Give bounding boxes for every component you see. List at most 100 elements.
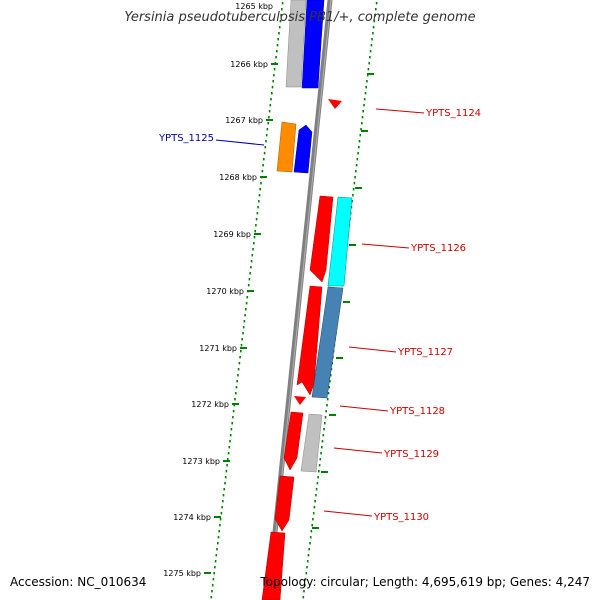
tick-dot — [375, 8, 377, 11]
gene-block-red-bottom[interactable] — [261, 531, 286, 600]
tick-dot — [228, 446, 231, 449]
gene-label-YPTS_1124[interactable]: YPTS_1124 — [425, 108, 481, 119]
gene-features — [261, 0, 353, 600]
gene-YPTS_1126[interactable] — [309, 195, 334, 283]
tick-dot — [354, 176, 356, 179]
tick-dot — [219, 518, 222, 521]
gene-block-gray-top[interactable] — [285, 0, 307, 88]
gene-block-cyan[interactable] — [327, 196, 353, 287]
tick-dot — [312, 512, 315, 515]
tick-dot — [254, 230, 256, 233]
tick-dot — [370, 44, 373, 47]
tick-dot — [216, 548, 218, 551]
tick-dot — [242, 326, 245, 329]
gene-label-YPTS_1127[interactable]: YPTS_1127 — [397, 347, 453, 358]
gene-block-steelblue[interactable] — [311, 286, 344, 399]
tick-dot — [257, 206, 259, 209]
kbp-label: 1273 kbp — [182, 457, 220, 466]
gene-YPTS_1127[interactable] — [296, 285, 323, 396]
tick-dot — [272, 80, 274, 83]
gene-YPTS_1129[interactable] — [283, 411, 304, 471]
tick-dot — [303, 590, 305, 593]
tick-dot — [315, 494, 317, 497]
tick-dot — [329, 380, 331, 383]
genome-stats-text: Topology: circular; Length: 4,695,619 bp… — [260, 575, 590, 589]
tick-dot — [265, 140, 267, 143]
tick-dot — [229, 440, 231, 443]
tick-dot — [277, 38, 279, 41]
genome-title: Yersinia pseudotuberculosis PB1/+, compl… — [124, 10, 476, 25]
tick-dot — [270, 98, 272, 101]
gene-block-orange[interactable] — [276, 121, 297, 173]
tick-dot — [304, 578, 307, 581]
tick-dot — [256, 212, 259, 215]
tick-dot — [314, 500, 316, 503]
gene-YPTS_1124[interactable] — [328, 99, 342, 109]
tick-dot — [264, 146, 267, 149]
tick-dot — [271, 92, 273, 95]
tick-dot — [211, 584, 214, 587]
tick-dot — [235, 392, 237, 395]
tick-dot — [230, 428, 233, 431]
kbp-label: 1269 kbp — [213, 230, 251, 239]
gene-label-YPTS_1128[interactable]: YPTS_1128 — [389, 406, 445, 417]
gene-label-YPTS_1126[interactable]: YPTS_1126 — [410, 243, 466, 254]
kbp-ticks — [204, 63, 374, 574]
tick-dot — [213, 572, 215, 575]
tick-dot — [358, 140, 361, 143]
tick-dot — [305, 572, 308, 575]
tick-dot — [355, 164, 358, 167]
tick-dot — [263, 152, 266, 155]
tick-dot — [316, 482, 319, 485]
kbp-label: 1266 kbp — [230, 60, 268, 69]
tick-dot — [318, 464, 321, 467]
tick-dot — [269, 104, 272, 107]
tick-dot — [366, 80, 368, 83]
tick-dot — [241, 338, 243, 341]
gene-YPTS_1125[interactable] — [293, 124, 313, 174]
kbp-label: 1274 kbp — [173, 513, 211, 522]
gene-labels: YPTS_1124 YPTS_1125 YPTS_1126 YPTS_1127 … — [158, 108, 481, 523]
tick-dot — [240, 344, 243, 347]
tick-dot — [273, 68, 276, 71]
tick-dot — [267, 122, 269, 125]
tick-dot — [317, 476, 319, 479]
tick-dot — [319, 458, 322, 461]
gene-YPTS_1128[interactable] — [294, 396, 306, 405]
tick-dot — [273, 74, 275, 77]
tick-dot — [242, 332, 244, 335]
tick-dot — [302, 596, 305, 599]
tick-dot — [322, 434, 325, 437]
tick-dot — [253, 236, 256, 239]
tick-dot — [308, 548, 310, 551]
gene-label-YPTS_1130[interactable]: YPTS_1130 — [373, 512, 429, 523]
tick-dot — [275, 56, 277, 59]
gene-label-YPTS_1129[interactable]: YPTS_1129 — [383, 449, 439, 460]
tick-dot — [217, 536, 220, 539]
gene-block-blue-top[interactable] — [301, 0, 325, 89]
tick-dot — [362, 110, 364, 113]
tick-dot — [278, 26, 281, 29]
tick-dot — [243, 320, 246, 323]
tick-dot — [224, 476, 227, 479]
tick-dot — [321, 440, 324, 443]
kbp-label: 1271 kbp — [199, 344, 237, 353]
tick-dot — [235, 386, 238, 389]
gene-label-YPTS_1125[interactable]: YPTS_1125 — [158, 133, 214, 144]
kbp-label: 1272 kbp — [191, 400, 229, 409]
tick-dot — [359, 134, 362, 137]
tick-dot — [307, 554, 310, 557]
gene-YPTS_1130[interactable] — [274, 475, 295, 532]
tick-dot — [231, 422, 233, 425]
tick-dot — [222, 494, 225, 497]
tick-dot — [324, 416, 327, 419]
tick-dot — [262, 164, 264, 167]
tick-dot — [214, 560, 217, 563]
gene-block-gray[interactable] — [300, 413, 323, 473]
tick-dot — [227, 452, 230, 455]
tick-dot — [360, 128, 362, 131]
kbp-label: 1275 kbp — [163, 569, 201, 578]
tick-dot — [232, 410, 235, 413]
tick-dot — [244, 314, 246, 317]
